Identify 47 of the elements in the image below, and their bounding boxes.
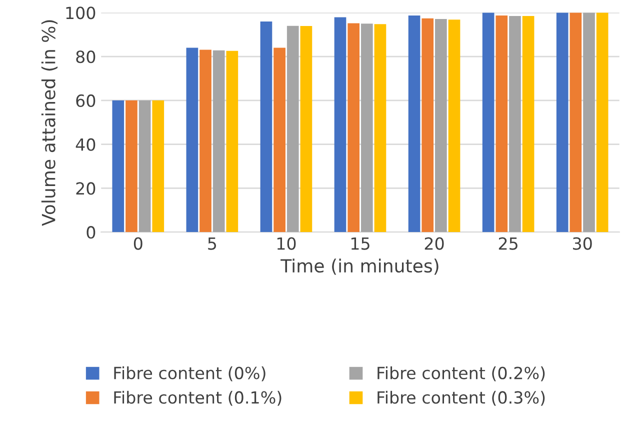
x-tick-label: 20 [424,237,444,250]
y-tick-label: 0 [86,226,96,239]
bar [556,12,568,232]
bar [274,48,286,232]
bar [422,18,434,232]
bar [408,16,420,232]
bar [186,48,198,232]
x-tick-label: 10 [277,237,296,250]
bar [360,24,373,232]
bar [522,16,534,232]
bar [226,50,238,232]
bar [260,21,272,232]
legend-label: Fibre content (0.3%) [378,390,545,406]
bar [334,17,346,232]
bar [435,19,447,232]
y-tick-label: 60 [76,94,96,108]
legend-label: Fibre content (0%) [114,366,266,382]
bar [138,100,151,232]
y-tick-label: 40 [76,138,96,151]
y-tick-label: 20 [76,182,96,195]
bar [112,100,124,232]
y-axis-title: Volume attained (in %) [41,20,58,226]
x-tick-label: 0 [134,237,142,250]
bar [212,50,225,232]
x-tick-label: 30 [573,237,592,250]
bar [570,12,582,232]
bar [152,100,164,232]
legend-label: Fibre content (0.2%) [378,366,545,382]
x-axis-title: Time (in minutes) [280,258,438,275]
bar [200,50,212,232]
bar [300,26,312,232]
bar [348,23,360,232]
x-tick-label: 25 [498,237,518,250]
bar [596,12,608,232]
bar [374,24,386,232]
y-tick-label: 80 [76,50,96,64]
y-tick-label: 100 [66,6,96,20]
x-tick-label: 5 [208,237,216,250]
x-tick-label: 15 [351,237,370,250]
bar [482,12,494,232]
legend-label: Fibre content (0.1%) [114,390,282,406]
bar [286,26,299,232]
bar [509,16,521,232]
bar [448,20,460,232]
bar [496,16,508,232]
bar [126,100,138,232]
bar [583,12,595,232]
